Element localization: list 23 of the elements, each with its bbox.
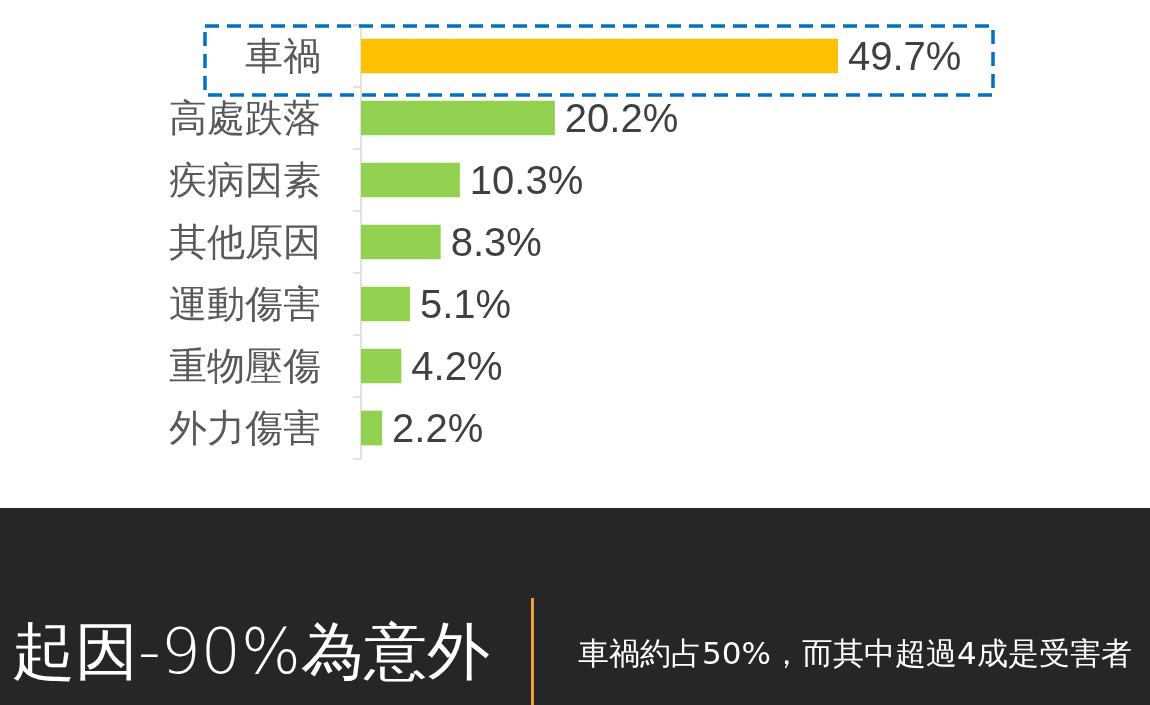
bar [361,100,555,136]
y-tick-label: 運動傷害 [169,282,321,326]
y-tick-label: 其他原因 [169,220,321,264]
data-label: 2.2% [392,406,484,450]
y-tick-label: 高處跌落 [169,96,321,140]
bar [361,410,383,446]
data-label: 8.3% [450,220,542,264]
data-label: 5.1% [419,282,512,326]
bar [361,348,402,384]
bar [361,38,838,74]
y-tick-label: 疾病因素 [169,158,321,202]
y-tick-label: 重物壓傷 [169,344,321,388]
y-tick-label: 外力傷害 [169,406,321,450]
bar [361,224,441,260]
text: 起因-90%為意外 [12,614,490,690]
data-label: 49.7% [848,34,962,78]
bar [361,162,460,198]
data-label: 20.2% [564,96,679,140]
data-label: 4.2% [411,344,503,388]
bar [361,286,410,322]
data-label: 10.3% [469,158,584,202]
text: 車禍約占50%，而其中超過4成是受害者 [578,634,1132,673]
y-tick-label: 車禍 [245,34,321,78]
